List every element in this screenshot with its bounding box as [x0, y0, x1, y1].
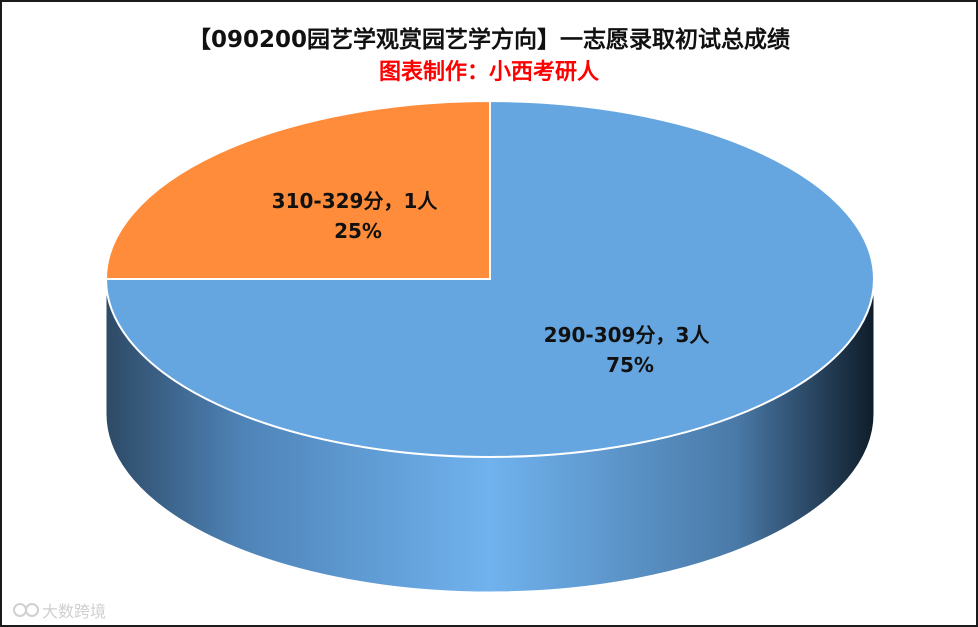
slice-290-309-label: 290-309分，3人 75%: [544, 323, 717, 377]
watermark: 大数跨境: [12, 598, 106, 622]
watermark-logo-icon: [13, 603, 39, 617]
chart-title: 【090200园艺学观赏园艺学方向】一志愿录取初试总成绩: [187, 27, 791, 53]
watermark-text: 大数跨境: [42, 602, 107, 621]
slice-310-329: [104, 99, 491, 280]
slice-310-329-label: 310-329分，1人 25%: [272, 189, 445, 243]
chart-subtitle: 图表制作：小西考研人: [378, 60, 599, 85]
